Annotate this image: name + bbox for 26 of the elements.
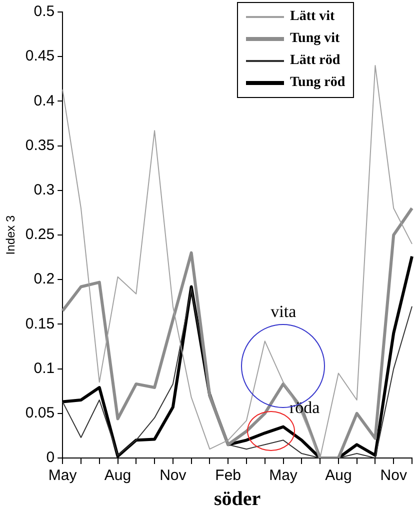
x-tick-label: Aug <box>104 467 132 484</box>
x-axis-title: söder <box>214 488 261 510</box>
y-tick-label: 0.5 <box>34 3 55 20</box>
annotation: röda <box>289 398 320 418</box>
annotation: vita <box>270 302 297 322</box>
y-tick-label: 0.45 <box>25 48 55 65</box>
x-tick-label: Feb <box>215 467 242 484</box>
x-tick-label: Nov <box>380 467 408 484</box>
y-tick-label: 0.1 <box>34 360 55 377</box>
x-tick-label: Nov <box>160 467 187 484</box>
y-tick-label: 0.35 <box>25 136 55 154</box>
y-tick-label: 0.05 <box>25 404 55 422</box>
y-tick-label: 0.25 <box>25 226 55 244</box>
y-tick-label: 0 <box>46 449 55 466</box>
legend-label: Tung röd <box>290 75 346 91</box>
x-tick-label: Aug <box>325 467 352 484</box>
legend-label: Lätt vit <box>290 9 335 25</box>
y-tick-label: 0.2 <box>34 270 55 288</box>
legend-label: Tung vit <box>290 31 340 47</box>
y-tick-label: 0.15 <box>25 315 55 332</box>
y-axis-title: Index 3 <box>4 215 18 255</box>
y-tick-label: 0.4 <box>34 92 55 110</box>
x-tick-label: May <box>48 467 78 484</box>
legend-label: Lätt röd <box>290 53 340 69</box>
x-tick-label: May <box>269 467 298 484</box>
y-tick-label: 0.3 <box>34 182 55 199</box>
